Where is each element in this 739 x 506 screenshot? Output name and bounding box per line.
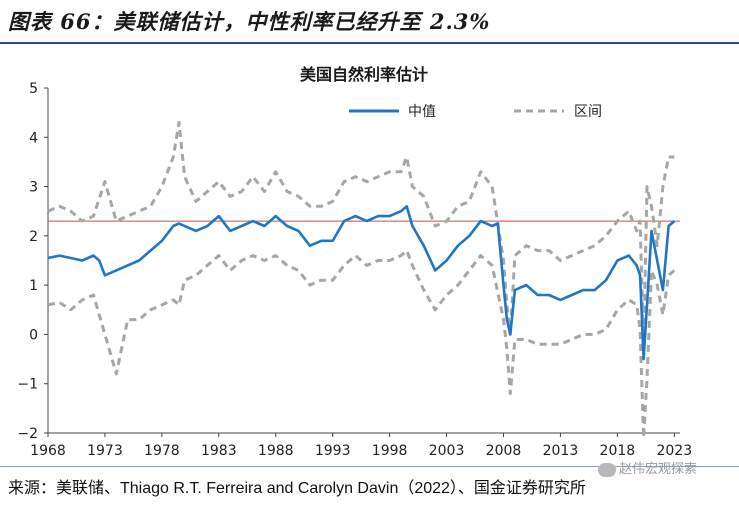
series-median-line — [47, 205, 676, 361]
y-tick-label: 5 — [29, 81, 38, 97]
x-tick-label: 2018 — [600, 443, 636, 459]
watermark: 赵伟宏观探索 — [598, 458, 697, 477]
y-tick-label: 3 — [29, 180, 38, 196]
figure-caption: 图表 66：美联储估计，中性利率已经升至 2.3% — [8, 9, 491, 34]
legend-median-label: 中值 — [408, 104, 436, 120]
x-tick-label: 2013 — [543, 443, 579, 459]
y-tick-label: −1 — [17, 377, 38, 393]
x-tick-label: 1978 — [144, 443, 180, 459]
x-tick-label: 1968 — [30, 443, 66, 459]
x-tick-label: 1983 — [201, 443, 237, 459]
y-tick-label: 1 — [29, 278, 38, 294]
wechat-logo-icon — [598, 462, 616, 477]
series-range-lower-line — [47, 249, 676, 440]
y-tick-label: 4 — [29, 130, 38, 146]
x-tick-label: 2003 — [429, 443, 465, 459]
watermark-text: 赵伟宏观探索 — [619, 462, 698, 477]
y-tick-label: −2 — [17, 426, 38, 442]
series-range-upper-line — [47, 121, 675, 351]
x-tick-label: 1988 — [258, 443, 294, 459]
chart: 美国自然利率估计 −2 −1 0 1 2 3 4 5 1968 1973 1978 1983 1988 19… — [17, 65, 692, 459]
legend-range-label: 区间 — [574, 104, 602, 120]
x-tick-label: 1973 — [87, 443, 123, 459]
chart-title: 美国自然利率估计 — [300, 65, 428, 84]
x-tick-label: 1993 — [315, 443, 351, 459]
header: 图表 66：美联储估计，中性利率已经升至 2.3% — [0, 0, 739, 40]
y-tick-label: 2 — [29, 229, 38, 245]
x-tick-label: 2023 — [656, 443, 692, 459]
source-note: 来源：美联储、Thiago R.T. Ferreira and Carolyn … — [8, 480, 586, 497]
footer-rule — [0, 466, 739, 467]
y-tick-label: 0 — [29, 327, 38, 343]
header-rule — [0, 42, 739, 44]
x-tick-label: 1998 — [372, 443, 408, 459]
x-tick-label: 2008 — [486, 443, 522, 459]
